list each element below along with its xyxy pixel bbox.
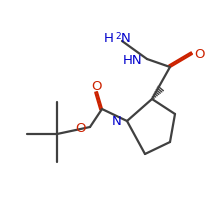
Text: H: H: [104, 32, 114, 45]
Text: O: O: [195, 48, 205, 61]
Text: N: N: [112, 115, 122, 128]
Text: O: O: [75, 121, 85, 134]
Text: 2: 2: [115, 32, 121, 41]
Text: N: N: [121, 32, 131, 45]
Text: HN: HN: [123, 53, 143, 66]
Text: O: O: [92, 80, 102, 93]
